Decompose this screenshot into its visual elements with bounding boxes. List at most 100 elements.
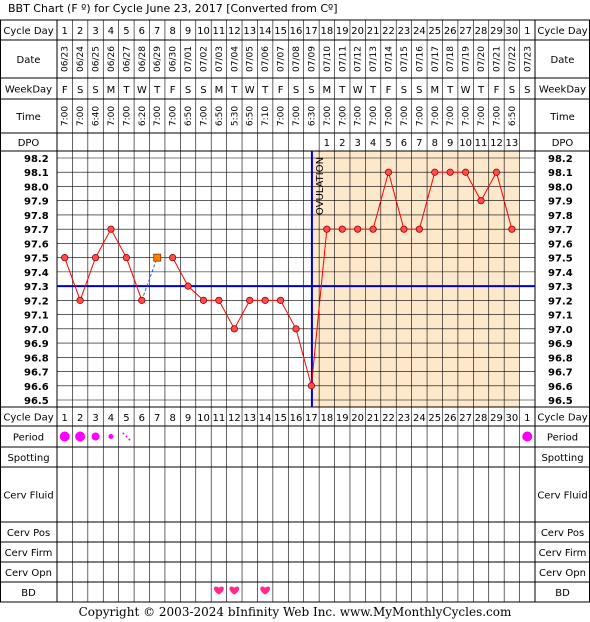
cycle-day-number: 7 [154, 26, 160, 37]
cycle-day-number-bottom: 27 [459, 413, 472, 424]
time-label: 7:00 [169, 106, 179, 126]
cycle-day-number-bottom: 1 [62, 413, 68, 424]
temp-scale-label-right: 96.6 [548, 382, 573, 393]
temp-line-segment [64, 257, 81, 301]
cycle-day-number: 5 [123, 26, 129, 37]
cycle-day-number-bottom: 18 [320, 413, 333, 424]
temp-line-segment [172, 257, 189, 287]
temp-point [122, 254, 130, 262]
period-heavy-dot [522, 431, 533, 442]
cycle-day-number-bottom: 19 [336, 413, 349, 424]
row-label-right-time: Time [549, 112, 574, 123]
cycle-day-number: 16 [290, 26, 303, 37]
dpo-label: 12 [490, 138, 503, 149]
date-label: 07/01 [184, 46, 194, 72]
temp-scale-label-right: 97.3 [548, 282, 573, 293]
time-label: 7:00 [462, 106, 472, 126]
temp-scale-label-right: 97.7 [548, 225, 573, 236]
cycle-day-number-bottom: 8 [169, 413, 175, 424]
temp-scale-label: 97.8 [24, 211, 49, 222]
time-label: 7:00 [107, 106, 117, 126]
row-label-right-period: Period [547, 433, 578, 444]
row-label-spotting: Spotting [7, 453, 49, 464]
time-label: 5:30 [230, 106, 240, 126]
weekday-label: M [215, 85, 224, 96]
excluded-temp-point [153, 253, 162, 262]
temp-scale-label-right: 97.9 [548, 197, 573, 208]
date-label: 06/25 [92, 46, 102, 72]
dpo-label: 6 [401, 138, 407, 149]
cycle-day-number-bottom: 1 [524, 413, 530, 424]
temp-point [307, 382, 316, 390]
excluded-dash-line [141, 257, 158, 301]
temp-scale-label: 96.6 [24, 382, 49, 393]
cycle-day-number-bottom: 6 [139, 413, 145, 424]
cycle-day-number-bottom: 2 [77, 413, 83, 424]
weekday-label: S [92, 85, 98, 96]
weekday-label: T [446, 85, 454, 96]
time-label: 7:00 [400, 106, 410, 126]
cycle-day-number-bottom: 22 [382, 413, 395, 424]
time-label: 7:00 [277, 106, 287, 126]
cycle-day-number-bottom: 10 [197, 413, 210, 424]
temp-line-segment [310, 229, 328, 386]
cycle-day-number-bottom: 7 [154, 413, 160, 424]
weekday-label: T [338, 85, 346, 96]
cycle-day-number: 26 [444, 26, 457, 37]
temp-point [292, 325, 300, 333]
date-label: 07/17 [431, 46, 441, 72]
temp-point [446, 168, 454, 176]
row-label-right-cycle-day: Cycle Day [537, 26, 587, 37]
temperature-plot: OVULATION [57, 151, 535, 407]
temp-point [492, 168, 501, 176]
temp-scale-label-right: 96.5 [548, 396, 573, 407]
temp-line-segment [480, 171, 497, 201]
ovulation-label: OVULATION [315, 157, 326, 215]
temp-point [184, 282, 192, 290]
temp-scale-label: 97.4 [24, 268, 49, 279]
temp-scale-label: 98.1 [24, 168, 49, 179]
date-label: 07/04 [230, 46, 240, 72]
temp-line-segment [388, 172, 405, 230]
luteal-phase-shading [311, 151, 520, 407]
cycle-day-number-bottom: 25 [428, 413, 441, 424]
date-label: 07/03 [215, 46, 225, 72]
row-label-bd: BD [21, 588, 36, 599]
cycle-day-number: 4 [108, 26, 114, 37]
cycle-day-number: 18 [320, 26, 333, 37]
cycle-day-number-bottom: 24 [413, 413, 426, 424]
temp-point [415, 225, 423, 233]
date-label: 07/11 [338, 46, 348, 72]
cycle-day-number: 1 [62, 26, 68, 37]
weekday-label: S [308, 85, 314, 96]
cycle-day-number-bottom: 14 [259, 413, 272, 424]
cycle-day-number: 13 [243, 26, 256, 37]
time-label: 6:20 [138, 106, 148, 126]
period-spotting-dot [122, 432, 125, 435]
row-label-right-bd: BD [555, 588, 570, 599]
date-label: 07/15 [400, 46, 410, 72]
temp-scale-label-right: 98.0 [548, 182, 573, 193]
row-label-date: Date [17, 55, 41, 66]
cycle-day-number: 14 [259, 26, 272, 37]
date-label: 07/05 [246, 46, 256, 72]
cycle-day-number-bottom: 5 [123, 413, 129, 424]
weekday-label: T [230, 85, 238, 96]
cycle-day-number-bottom: 26 [444, 413, 457, 424]
cycle-day-number: 6 [139, 26, 145, 37]
period-light-dot [108, 434, 114, 439]
cycle-day-number-bottom: 21 [367, 413, 380, 424]
dpo-label: 11 [475, 138, 488, 149]
temp-scale-label: 97.1 [24, 311, 49, 322]
cycle-day-number-bottom: 3 [92, 413, 98, 424]
weekday-label: T [477, 85, 485, 96]
date-label: 07/07 [277, 46, 287, 72]
weekday-label: W [137, 85, 147, 96]
temp-line-segment [125, 257, 143, 301]
time-label: 7:10 [261, 106, 271, 126]
dpo-label: 4 [370, 138, 376, 149]
temp-point [431, 168, 439, 176]
temp-point [215, 296, 223, 304]
temp-point [261, 296, 269, 304]
weekday-label: T [153, 85, 161, 96]
